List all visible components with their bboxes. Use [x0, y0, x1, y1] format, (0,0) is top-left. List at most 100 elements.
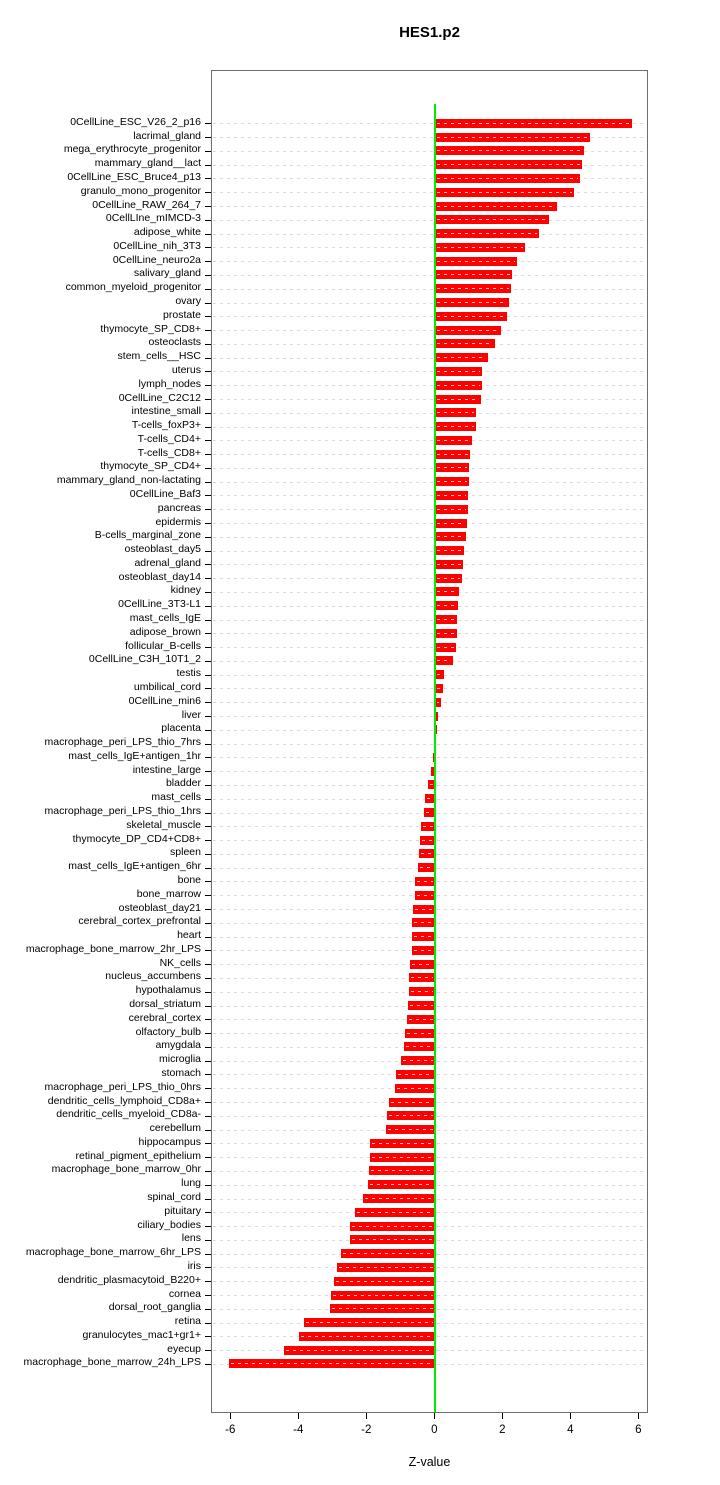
bar-dash-pattern — [391, 1101, 434, 1103]
bar-cerebellum — [386, 1125, 436, 1135]
bar-osteoclasts — [435, 339, 496, 349]
y-axis-tick — [205, 1102, 211, 1104]
bar-mammary_gland_non-lactating — [435, 477, 469, 487]
bar-dash-pattern — [413, 949, 434, 951]
category-label: dendritic_plasmacytoid_B220+ — [57, 1273, 201, 1286]
y-axis-tick — [205, 371, 211, 373]
bar-thymocyte_SP_CD8+ — [435, 325, 501, 335]
bar-dash-pattern — [416, 894, 434, 896]
category-label: stem_cells__HSC — [117, 350, 201, 363]
bar-dash-pattern — [372, 1142, 434, 1144]
bar-dash-pattern — [437, 398, 479, 400]
y-axis-tick — [205, 481, 211, 483]
grid-line — [213, 509, 646, 511]
bar-salivary_gland — [435, 270, 513, 280]
category-label: 0CellLine_min6 — [128, 694, 201, 707]
grid-line — [213, 523, 646, 525]
category-label: cornea — [168, 1287, 201, 1300]
grid-line — [213, 288, 646, 290]
bar-lymph_nodes — [435, 380, 482, 390]
bar-dash-pattern — [437, 260, 515, 262]
bar-amygdala — [404, 1042, 436, 1052]
y-axis-tick — [205, 895, 211, 897]
grid-line — [213, 330, 646, 332]
bar-follicular_B-cells — [435, 642, 456, 652]
bar-dash-pattern — [421, 853, 434, 855]
y-axis-tick — [205, 454, 211, 456]
grid-line — [213, 605, 646, 607]
category-label: T-cells_CD8+ — [137, 446, 201, 459]
bar-macrophage_bone_marrow_2hr_LPS — [411, 945, 436, 955]
bar-dash-pattern — [371, 1170, 434, 1172]
y-axis-tick — [205, 922, 211, 924]
grid-line — [213, 385, 646, 387]
bar-hippocampus — [370, 1138, 436, 1148]
bar-dash-pattern — [398, 1073, 434, 1075]
bar-dash-pattern — [437, 674, 443, 676]
grid-line — [213, 219, 646, 221]
bar-dash-pattern — [437, 439, 471, 441]
y-axis-tick — [205, 743, 211, 745]
bar-placenta — [435, 725, 438, 735]
category-label: dorsal_striatum — [129, 998, 201, 1011]
grid-line — [213, 426, 646, 428]
bar-microglia — [401, 1056, 436, 1066]
grid-line — [213, 178, 646, 180]
bar-dash-pattern — [423, 825, 434, 827]
category-label: T-cells_CD4+ — [137, 432, 201, 445]
category-label: mast_cells_IgE — [129, 612, 201, 625]
y-axis-tick — [205, 853, 211, 855]
bar-dash-pattern — [356, 1211, 434, 1213]
category-label: amygdala — [155, 1039, 201, 1052]
y-axis-tick — [205, 1226, 211, 1228]
grid-line — [213, 688, 646, 690]
bar-dash-pattern — [437, 370, 481, 372]
bar-dash-pattern — [305, 1322, 434, 1324]
y-axis-tick — [205, 716, 211, 718]
bar-B-cells_marginal_zone — [435, 532, 466, 542]
category-label: macrophage_bone_marrow_0hr — [51, 1163, 201, 1176]
category-label: osteoclasts — [148, 336, 201, 349]
grid-line — [213, 771, 646, 773]
category-label: heart — [177, 929, 201, 942]
bar-dash-pattern — [437, 591, 458, 593]
category-label: 0CellLine_ESC_V26_2_p16 — [70, 115, 201, 128]
bar-adrenal_gland — [435, 559, 463, 569]
bar-pancreas — [435, 504, 468, 514]
x-axis-tick-label: -4 — [293, 1424, 304, 1436]
y-axis-tick — [205, 164, 211, 166]
y-axis-tick — [205, 1253, 211, 1255]
bar-dendritic_cells_myeloid_CD8a- — [387, 1111, 436, 1121]
category-label: adrenal_gland — [134, 556, 201, 569]
y-axis-tick — [205, 178, 211, 180]
bar-dash-pattern — [437, 646, 454, 648]
bar-dash-pattern — [437, 494, 467, 496]
y-axis-tick — [205, 1336, 211, 1338]
grid-line — [213, 619, 646, 621]
category-label: pancreas — [157, 501, 201, 514]
bar-dash-pattern — [437, 563, 461, 565]
bar-lens — [349, 1235, 436, 1245]
grid-line — [213, 316, 646, 318]
bar-dash-pattern — [370, 1184, 434, 1186]
bar-0CellLine_nih_3T3 — [435, 242, 526, 252]
y-axis-tick — [205, 1239, 211, 1241]
bar-dash-pattern — [437, 536, 464, 538]
bar-dash-pattern — [230, 1363, 434, 1365]
bar-liver — [435, 711, 439, 721]
category-label: retina — [174, 1315, 201, 1328]
category-label: 0CellLine_3T3-L1 — [118, 598, 201, 611]
grid-line — [213, 399, 646, 400]
y-axis-tick — [205, 233, 211, 235]
grid-line — [213, 743, 646, 745]
y-axis-tick — [205, 881, 211, 883]
bar-adipose_brown — [435, 628, 458, 638]
bar-dorsal_root_ganglia — [329, 1304, 436, 1314]
bar-bladder — [427, 780, 436, 790]
bar-dash-pattern — [388, 1129, 434, 1131]
bar-dash-pattern — [437, 522, 465, 524]
y-axis-tick — [205, 192, 211, 194]
y-axis-tick — [205, 867, 211, 869]
bar-dash-pattern — [437, 467, 468, 469]
category-label: 0CellLine_Baf3 — [129, 487, 201, 500]
